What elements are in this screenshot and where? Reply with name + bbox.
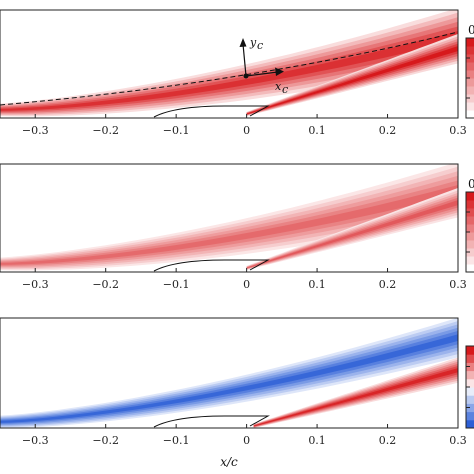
- colorbar-swatch-bottom: [466, 354, 474, 363]
- x-tick-label-bottom: 0.1: [308, 434, 326, 447]
- yc-subscript: c: [257, 39, 263, 52]
- colorbar-swatch-bottom: [466, 378, 474, 388]
- x-tick-label-middle: −0.3: [22, 278, 49, 291]
- upper-band-top-level-4: [0, 21, 458, 113]
- x-tick-label-middle: 0: [243, 278, 250, 291]
- x-tick-label-middle: 0.2: [379, 278, 397, 291]
- axes-frame-middle: [0, 163, 459, 273]
- x-tick-label-bottom: −0.1: [163, 434, 190, 447]
- colorbar-swatch-bottom: [466, 370, 474, 380]
- colorbar-swatch-top: [466, 46, 474, 55]
- colorbar-swatch-top: [466, 86, 474, 95]
- colorbar-swatch-bottom: [466, 395, 474, 404]
- xc-label: x: [275, 80, 282, 93]
- colorbar-swatch-bottom: [466, 346, 474, 355]
- contour-field-middle: [0, 164, 458, 271]
- x-tick-label-middle: 0.1: [308, 278, 326, 291]
- colorbar-swatch-middle: [466, 264, 474, 273]
- colorbar-swatch-top: [466, 62, 474, 71]
- positive-band-bottom-level-6: [253, 368, 458, 427]
- yc-label: y: [249, 36, 257, 49]
- x-tick-label-top: 0.3: [449, 124, 467, 137]
- colorbar-swatch-middle: [466, 216, 474, 225]
- x-tick-label-bottom: 0.2: [379, 434, 397, 447]
- x-tick-label-middle: 0.3: [449, 278, 467, 291]
- colorbar-swatch-bottom: [466, 419, 474, 429]
- upper-band-middle-level-4: [0, 175, 458, 267]
- curvilinear-coordinate-line: [0, 31, 459, 106]
- x-tick-label-top: −0.3: [22, 124, 49, 137]
- colorbar-swatch-bottom: [466, 411, 474, 421]
- colorbar-swatch-top: [466, 102, 474, 111]
- contour-field-top: [0, 10, 458, 117]
- x-tick-label-top: 0: [243, 124, 250, 137]
- yc-axis-arrow: [242, 43, 247, 77]
- colorbar-swatch-middle: [466, 240, 474, 249]
- wake-band-middle-level-6: [246, 200, 458, 269]
- xc-arrowhead: [275, 67, 284, 76]
- colorbar-swatch-middle: [466, 200, 474, 209]
- xc-axis-arrow: [245, 71, 279, 77]
- x-tick-label-bottom: −0.3: [22, 434, 49, 447]
- x-tick-label-middle: −0.1: [163, 278, 190, 291]
- xc-subscript: c: [282, 83, 288, 96]
- colorbar-label-top: 0: [468, 23, 474, 37]
- contour-field-bottom: [0, 318, 458, 428]
- yc-arrowhead: [239, 38, 247, 47]
- x-tick-label-middle: −0.2: [92, 278, 119, 291]
- colorbar-swatch-top: [466, 38, 474, 47]
- x-tick-label-top: −0.2: [92, 124, 119, 137]
- colorbar-label-middle: 0: [468, 177, 474, 191]
- negative-band-bottom-level-2: [0, 321, 458, 427]
- x-tick-label-bottom: 0: [243, 434, 250, 447]
- colorbar-swatch-top: [466, 70, 474, 79]
- upper-band-top-level-1: [0, 10, 458, 117]
- colorbar-swatch-middle: [466, 192, 474, 201]
- colorbar-swatch-top: [466, 110, 474, 119]
- airfoil-outline-bottom: [153, 415, 270, 428]
- axes-frame-bottom: [0, 317, 459, 429]
- panel-bottom: −0.3 −0.2 −0.1 0 0.1 0.2 0.3 x/c: [0, 317, 474, 469]
- airfoil-outline-top: [153, 105, 270, 118]
- colorbar-swatch-middle: [466, 232, 474, 241]
- x-axis-label: x/c: [220, 455, 238, 469]
- x-tick-label-top: −0.1: [163, 124, 190, 137]
- colorbar-swatch-top: [466, 78, 474, 87]
- colorbar-swatch-middle: [466, 256, 474, 265]
- axes-frame-top: [0, 9, 459, 119]
- upper-band-middle-level-1: [0, 164, 458, 271]
- colorbar-swatch-middle: [466, 224, 474, 233]
- x-tick-label-bottom: −0.2: [92, 434, 119, 447]
- colorbar-swatch-bottom: [466, 387, 474, 396]
- wake-band-top-level-6: [246, 46, 458, 115]
- panel-middle: −0.3 −0.2 −0.1 0 0.1 0.2 0.3 0: [0, 163, 474, 291]
- negative-band-bottom-level-4: [0, 327, 458, 425]
- airfoil-outline-middle: [153, 259, 270, 272]
- panel-top: −0.3 −0.2 −0.1 0 0.1 0.2 0.30y cx c: [0, 9, 474, 137]
- x-tick-label-top: 0.2: [379, 124, 397, 137]
- x-tick-label-top: 0.1: [308, 124, 326, 137]
- x-tick-label-bottom: 0.3: [449, 434, 467, 447]
